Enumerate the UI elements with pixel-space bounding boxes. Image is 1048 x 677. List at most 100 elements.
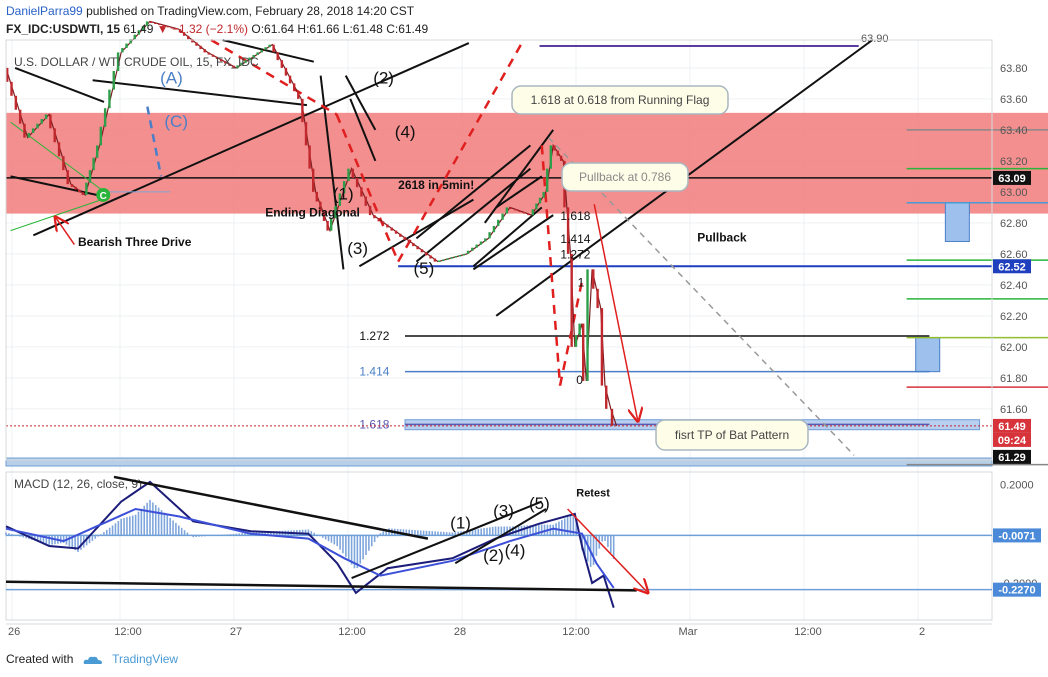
price-line xyxy=(5,20,618,427)
candle xyxy=(57,142,61,157)
macd-value-box xyxy=(993,582,1041,597)
candle xyxy=(315,191,318,202)
candle xyxy=(14,95,18,110)
candle xyxy=(256,52,259,55)
candle xyxy=(510,207,513,209)
candle xyxy=(492,225,496,233)
candle xyxy=(373,215,376,219)
candle xyxy=(203,49,206,53)
price-label-box xyxy=(993,432,1031,447)
candle xyxy=(154,22,157,25)
macd-value-text: -0.0071 xyxy=(998,530,1035,542)
trend-line xyxy=(344,75,377,131)
candle xyxy=(586,269,589,381)
price-tick-label: 63.80 xyxy=(1000,63,1028,75)
candle xyxy=(535,203,538,210)
wave-label: 0 xyxy=(576,373,583,387)
candle xyxy=(403,236,406,240)
candle xyxy=(284,67,288,76)
price-label-text: 61.49 xyxy=(998,421,1026,433)
price-tick-label: 62.80 xyxy=(1000,218,1028,230)
callout-text: 1.618 at 0.618 from Running Flag xyxy=(531,93,710,107)
candle xyxy=(610,408,614,426)
fib-extension-label: 1.618 xyxy=(359,417,389,431)
candle xyxy=(260,49,263,53)
candle xyxy=(215,56,219,60)
tradingview-link[interactable]: TradingView xyxy=(112,652,179,666)
candle xyxy=(137,30,141,35)
price-tick-label: 63.60 xyxy=(1000,94,1028,106)
candle xyxy=(18,109,22,124)
pattern-leg-line xyxy=(335,113,400,263)
created-with-text: Created with xyxy=(6,652,74,666)
price-label-text: 09:24 xyxy=(998,435,1027,447)
candle xyxy=(85,182,88,195)
price-tick-label: 61.80 xyxy=(1000,373,1028,385)
candle xyxy=(162,24,165,27)
time-tick-label: 12:00 xyxy=(114,626,142,638)
candle xyxy=(390,227,393,231)
support-zone xyxy=(5,457,993,467)
candle xyxy=(497,219,500,226)
candle xyxy=(416,246,419,250)
open-value: O:61.64 xyxy=(251,22,295,36)
candle xyxy=(570,253,573,347)
candle xyxy=(195,42,198,46)
candle xyxy=(446,258,449,260)
candle xyxy=(92,157,95,171)
candle xyxy=(342,181,346,194)
candle xyxy=(49,114,52,129)
fib-extension-label: 1.414 xyxy=(359,365,389,379)
candle xyxy=(62,156,65,171)
price-label-box xyxy=(993,259,1031,274)
candle xyxy=(368,205,372,216)
candle xyxy=(27,132,30,138)
resistance-zone xyxy=(6,112,1048,214)
price-tick-label: 62.00 xyxy=(1000,342,1028,354)
candle xyxy=(103,108,107,127)
candle xyxy=(276,52,279,61)
zone-label: 2618 in 5min! xyxy=(398,178,474,192)
macd-panel-frame xyxy=(5,471,993,621)
callout-box xyxy=(655,419,809,451)
candle xyxy=(394,230,398,234)
candle xyxy=(458,254,461,257)
candle xyxy=(326,220,329,231)
candle xyxy=(549,145,552,169)
candle xyxy=(420,249,424,253)
wave-label: (5) xyxy=(414,259,435,278)
symbol-name[interactable]: FX_IDC:USDWTI, 15 xyxy=(6,22,121,36)
low-value: L:61.48 xyxy=(342,22,383,36)
candle xyxy=(553,145,556,151)
candle xyxy=(53,128,56,143)
candle xyxy=(224,61,227,64)
pattern-point-label: C xyxy=(100,191,107,202)
candle xyxy=(347,168,350,182)
candle xyxy=(74,186,77,190)
macd-trend-line xyxy=(351,500,543,579)
candle xyxy=(377,218,380,222)
candle xyxy=(574,335,578,347)
wave-label: (4) xyxy=(395,123,416,142)
author-name[interactable]: DanielParra99 xyxy=(6,4,83,18)
candle xyxy=(407,239,411,244)
candle xyxy=(191,39,194,43)
candle xyxy=(322,211,326,221)
candle xyxy=(450,257,453,259)
trend-line xyxy=(32,42,470,237)
wave-label: (A) xyxy=(160,68,183,87)
candle xyxy=(112,70,115,90)
macd-trend-line xyxy=(454,508,547,565)
price-label-text: 62.52 xyxy=(998,261,1026,273)
time-tick-label: 12:00 xyxy=(338,626,366,638)
top-level-label: 63.90 xyxy=(861,33,889,45)
candle xyxy=(556,150,559,156)
time-tick-label: 28 xyxy=(454,626,466,638)
wave-label: 1.414 xyxy=(560,232,590,246)
candle xyxy=(211,54,215,57)
price-label-text: 61.29 xyxy=(998,452,1026,464)
candle xyxy=(236,65,239,68)
candle xyxy=(546,168,549,192)
footer: Created with TradingView xyxy=(6,652,178,666)
